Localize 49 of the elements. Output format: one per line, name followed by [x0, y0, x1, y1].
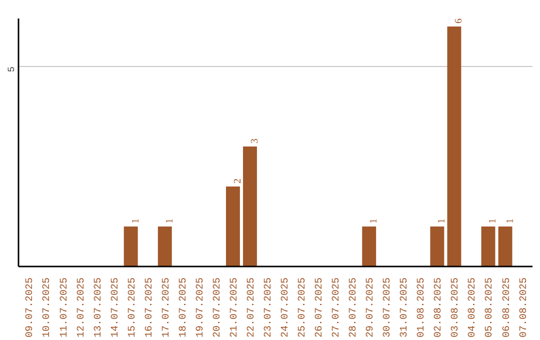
data-label: 6: [454, 18, 465, 24]
bar: [158, 226, 172, 266]
data-label: 1: [488, 218, 499, 224]
x-tick-label: 03.08.2025: [450, 277, 462, 338]
x-tick-label: 28.07.2025: [348, 277, 360, 338]
x-tick-label: 11.07.2025: [59, 277, 70, 338]
x-tick-label: 21.07.2025: [229, 277, 240, 338]
x-tick-label: 09.07.2025: [25, 277, 36, 338]
data-label: 1: [164, 218, 176, 224]
x-tick-label: 20.07.2025: [212, 277, 224, 338]
x-tick-label: 13.07.2025: [93, 277, 104, 338]
x-tick-label: 16.07.2025: [144, 277, 156, 338]
bar: [242, 146, 257, 266]
data-label: 1: [504, 218, 516, 224]
data-label: 3: [249, 138, 260, 144]
bar: [430, 226, 444, 266]
x-tick-label: 12.07.2025: [76, 277, 88, 338]
x-tick-label: 31.07.2025: [400, 277, 411, 338]
bar: [226, 186, 240, 266]
x-tick-label: 06.08.2025: [502, 277, 513, 338]
x-tick-label: 14.07.2025: [110, 277, 122, 338]
x-tick-label: 26.07.2025: [314, 277, 326, 338]
bar: [124, 226, 138, 266]
data-label: 1: [130, 218, 142, 224]
x-tick-label: 05.08.2025: [484, 277, 496, 338]
x-tick-label: 07.08.2025: [518, 277, 530, 338]
x-tick-label: 22.07.2025: [246, 277, 258, 338]
data-label: 1: [368, 218, 380, 224]
x-tick-label: 10.07.2025: [42, 277, 54, 338]
x-tick-label: 02.08.2025: [434, 277, 445, 338]
bar: [362, 226, 376, 266]
x-tick-label: 24.07.2025: [280, 277, 292, 338]
x-tick-label: 17.07.2025: [161, 277, 172, 338]
x-tick-label: 30.07.2025: [382, 277, 394, 338]
x-tick-label: 01.08.2025: [416, 277, 428, 338]
x-tick-label: 19.07.2025: [195, 277, 206, 338]
x-tick-label: 04.08.2025: [468, 277, 479, 338]
x-tick-label: 18.07.2025: [178, 277, 190, 338]
x-tick-label: 23.07.2025: [263, 277, 274, 338]
x-tick-label: 15.07.2025: [127, 277, 138, 338]
x-tick-label: 25.07.2025: [298, 277, 309, 338]
data-label: 2: [232, 178, 244, 184]
x-tick-label: 27.07.2025: [332, 277, 343, 338]
bar: [447, 26, 462, 266]
data-label: 1: [436, 218, 448, 224]
bar: [481, 226, 496, 266]
x-tick-label: 29.07.2025: [366, 277, 377, 338]
y-tick-label: 5: [6, 66, 17, 72]
bar: [498, 226, 512, 266]
